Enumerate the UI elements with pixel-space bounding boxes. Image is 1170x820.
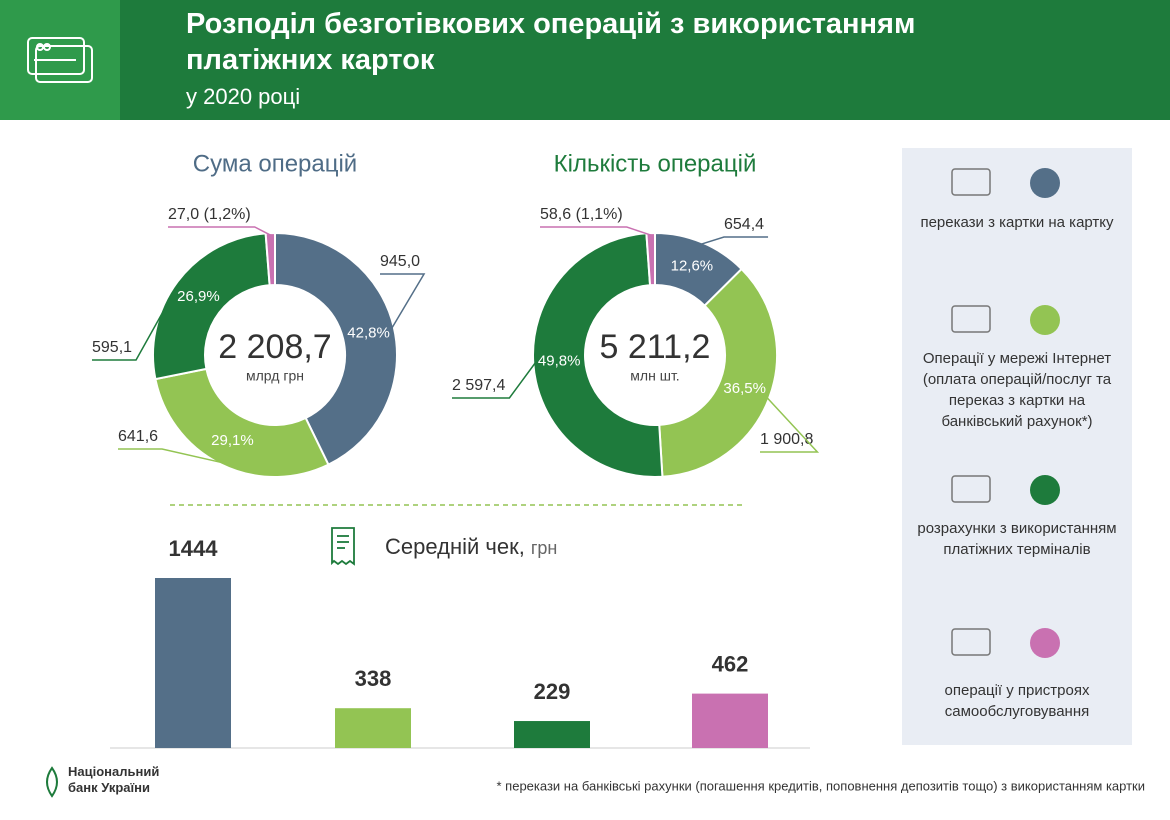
chart-title: Кількість операцій (554, 150, 757, 177)
percent-label: 42,8% (347, 324, 390, 341)
donut-slice (531, 232, 664, 478)
value-label: 2 597,4 (452, 377, 505, 394)
bar-value-label: 229 (534, 679, 571, 704)
header-band (0, 0, 1170, 120)
value-label: 1 900,8 (760, 431, 813, 448)
legend-label-box: перекази з картки на картку (920, 214, 1114, 231)
value-label: 27,0 (1,2%) (168, 206, 251, 223)
legend-swatch (1030, 168, 1060, 198)
donut-unit: млрд грн (246, 368, 304, 384)
percent-label: 12,6% (671, 257, 714, 274)
bar (155, 578, 231, 748)
legend-swatch (1030, 305, 1060, 335)
card-icon (27, 37, 93, 83)
legend-label: Операції у мережі Інтернет (оплата опера… (922, 350, 1112, 430)
leader-line (118, 448, 222, 464)
bar-value-label: 462 (712, 651, 749, 676)
legend-label-box: розрахунки з використанням платіжних тер… (917, 520, 1117, 558)
value-label: 945,0 (380, 253, 420, 270)
bar-value-label: 1444 (169, 536, 219, 561)
donut-total: 2 208,7 (218, 328, 331, 366)
chart-unit: грн (531, 538, 558, 558)
legend-icon (951, 168, 991, 196)
donut-slice (658, 267, 778, 478)
legend-icon (951, 628, 991, 656)
value-label: 595,1 (92, 339, 132, 356)
leader-line (380, 273, 426, 329)
legend-label-box: Операції у мережі Інтернет (оплата опера… (922, 350, 1112, 430)
bar (335, 708, 411, 748)
receipt-icon (331, 527, 355, 566)
footnote: * перекази на банківські рахунки (погаше… (497, 778, 1145, 793)
legend-label: перекази з картки на картку (920, 214, 1114, 231)
chart-title: Сума операцій (193, 150, 357, 177)
percent-label: 36,5% (723, 380, 766, 397)
legend-swatch (1030, 628, 1060, 658)
logo-box: Національний банк України (68, 764, 160, 795)
title-box: Розподіл безготівкових операцій з викори… (186, 8, 916, 76)
donut-slice (645, 231, 656, 287)
legend-label: розрахунки з використанням платіжних тер… (917, 520, 1117, 558)
chart-title: Середній чек, (385, 534, 525, 559)
leader-line (168, 226, 271, 236)
leader-line (760, 397, 820, 453)
legend-label: операції у пристроях самообслуговування (944, 682, 1090, 720)
bar-value-label: 338 (355, 666, 392, 691)
donut-slice (264, 231, 276, 287)
bar (692, 693, 768, 748)
logo-text: Національний банк України (68, 764, 160, 795)
value-label: 58,6 (1,1%) (540, 206, 623, 223)
leader-line (92, 282, 180, 361)
legend-icon (951, 305, 991, 333)
nbu-logo (46, 766, 58, 798)
bar (514, 721, 590, 748)
leader-line (700, 236, 769, 245)
donut-unit: млн шт. (630, 368, 679, 384)
donut-slice (274, 231, 398, 467)
donut-total: 5 211,2 (600, 328, 711, 366)
percent-label: 26,9% (177, 288, 220, 305)
leader-line (540, 226, 652, 236)
legend-label-box: операції у пристроях самообслуговування (944, 682, 1090, 720)
value-label: 654,4 (724, 216, 764, 233)
percent-label: 49,8% (538, 352, 581, 369)
subtitle: у 2020 році (186, 84, 300, 109)
donut-slice (154, 367, 330, 478)
leader-line (452, 362, 536, 399)
title: Розподіл безготівкових операцій з викори… (186, 8, 916, 76)
legend-swatch (1030, 475, 1060, 505)
percent-label: 29,1% (211, 432, 254, 449)
legend-panel (902, 148, 1132, 745)
legend-icon (951, 475, 991, 503)
value-label: 641,6 (118, 428, 158, 445)
